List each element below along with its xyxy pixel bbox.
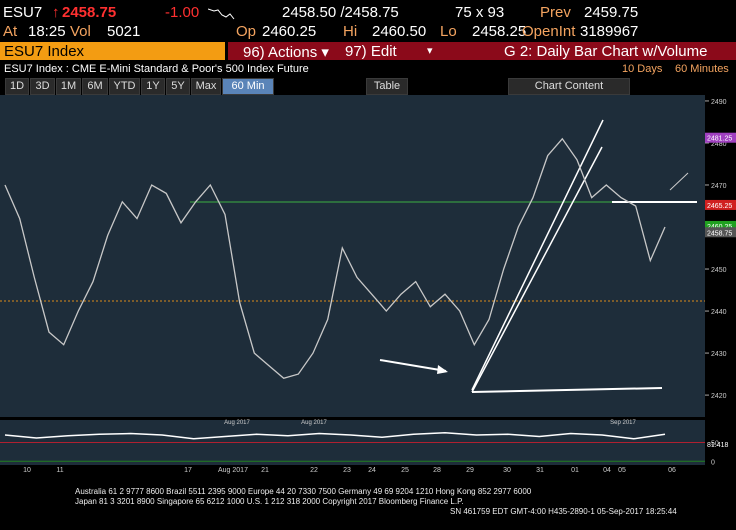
arrow-head xyxy=(437,365,448,374)
y-tick-label: 2420 xyxy=(711,393,727,400)
y-tick-label: 2480 xyxy=(711,141,727,148)
stat-label: At xyxy=(3,23,18,40)
base-line xyxy=(471,387,663,393)
prev: 2459.75 xyxy=(584,4,639,21)
stat-value: 2460.50 xyxy=(372,23,427,40)
change: -1.00 xyxy=(165,4,200,21)
x-tick-label: 23 xyxy=(343,467,351,474)
sparkline xyxy=(208,8,235,20)
price-panel xyxy=(0,95,705,417)
x-tick-label: 17 xyxy=(184,467,192,474)
x-tick-label: 28 xyxy=(433,467,441,474)
last-price: 2458.75 xyxy=(62,4,117,21)
y-tick-label: 2450 xyxy=(711,267,727,274)
x-tick-label: 22 xyxy=(310,467,318,474)
stat-label: Hi xyxy=(343,23,358,40)
stat-label: OpenInt xyxy=(522,23,576,40)
x-tick-label: Aug 2017 xyxy=(218,467,248,474)
price-tag-label: 2465.25 xyxy=(707,203,732,210)
chart-title: G 2: Daily Bar Chart w/Volume xyxy=(504,43,708,60)
x-tick-label: 24 xyxy=(368,467,376,474)
menu-bar xyxy=(228,42,736,60)
x-tick-label: 11 xyxy=(56,467,63,474)
price-line xyxy=(4,137,666,380)
stat-value: 2458.25 xyxy=(472,23,527,40)
size: 75 x 93 xyxy=(455,4,505,21)
price-tag-label: 2458.75 xyxy=(707,230,732,237)
y-tick-label: 2490 xyxy=(711,99,727,106)
oscillator-value: 81.418 xyxy=(707,442,729,449)
x-tick-label: 01 xyxy=(571,467,579,474)
y-tick-label: 0 xyxy=(711,459,715,466)
y-tick-label: 2430 xyxy=(711,351,727,358)
description: ESU7 Index : CME E-Mini Standard & Poor'… xyxy=(4,63,309,75)
toolbar-button[interactable]: YTD xyxy=(109,78,140,95)
toolbar-button[interactable]: 5Y xyxy=(166,78,190,95)
x-tick-label: 21 xyxy=(261,467,269,474)
arrow xyxy=(379,359,447,372)
toolbar-button[interactable]: 3D xyxy=(30,78,55,95)
toolbar-button[interactable]: 1D xyxy=(5,78,29,95)
period: 10 Days xyxy=(622,63,663,75)
actions-menu[interactable]: 96) Actions ▾ xyxy=(243,44,329,61)
x-tick-label: 10 xyxy=(23,467,31,474)
edit-caret: ▾ xyxy=(427,45,433,57)
actions-text: 96) Actions xyxy=(243,44,318,61)
x-tick-label: 04 xyxy=(603,467,611,474)
toolbar-button[interactable]: Max xyxy=(191,78,221,95)
price-tag xyxy=(705,199,736,210)
x-tick-label: Sep 2017 xyxy=(610,420,636,426)
price-tag-label: 2481.25 xyxy=(707,136,732,143)
y-tick-label: 2470 xyxy=(711,183,727,190)
x-tick-label: 29 xyxy=(466,467,474,474)
prev-label: Prev xyxy=(540,4,571,21)
x-tick-label: 31 xyxy=(536,467,544,474)
trendline xyxy=(471,146,603,393)
y-tick-label: 2440 xyxy=(711,309,727,316)
x-tick-label: 05 xyxy=(618,467,626,474)
footer-line: Australia 61 2 9777 8600 Brazil 5511 239… xyxy=(75,487,532,496)
security: ESU7 Index xyxy=(4,43,85,60)
y-tick-label: 50 xyxy=(711,441,719,448)
footer-line: Japan 81 3 3201 8900 Singapore 65 6212 1… xyxy=(75,497,464,506)
toolbar-button[interactable]: 6M xyxy=(82,78,108,95)
ticker: ESU7 xyxy=(3,4,43,21)
stat-value: 3189967 xyxy=(580,23,639,40)
price-tag xyxy=(705,220,736,231)
x-tick-label: 30 xyxy=(503,467,511,474)
interval: 60 Minutes xyxy=(675,63,729,75)
security-bar[interactable] xyxy=(0,42,225,60)
chart: 242024302440245024602470248024902481.252… xyxy=(0,95,736,474)
x-tick-label: 25 xyxy=(401,467,409,474)
stat-label: Op xyxy=(236,23,257,40)
x-tick-label: 06 xyxy=(668,467,676,474)
stat-label: Lo xyxy=(440,23,457,40)
toolbar-button[interactable]: Table xyxy=(366,78,408,95)
arrow xyxy=(669,172,689,191)
x-tick-label: Aug 2017 xyxy=(301,420,327,426)
edit-menu[interactable]: 97) Edit xyxy=(345,43,397,60)
stat-value: 5021 xyxy=(107,23,141,40)
up-arrow: ↑ xyxy=(52,4,60,21)
stat-value: 2460.25 xyxy=(262,23,317,40)
toolbar-button[interactable]: Chart Content xyxy=(508,78,630,95)
price-tag xyxy=(705,132,736,143)
price-tag xyxy=(705,227,736,238)
bid-ask: 2458.50 /2458.75 xyxy=(282,4,399,21)
toolbar-button[interactable]: 60 Min xyxy=(222,78,274,95)
stat-label: Vol xyxy=(70,23,91,40)
x-tick-label: Aug 2017 xyxy=(224,420,250,426)
footer-line: SN 461759 EDT GMT-4:00 H435-2890-1 05-Se… xyxy=(450,507,677,516)
oscillator-line xyxy=(4,432,666,440)
toolbar-button[interactable]: 1Y xyxy=(141,78,165,95)
toolbar-button[interactable]: 1M xyxy=(56,78,81,95)
edit-text: 97) Edit xyxy=(345,43,397,60)
trendline xyxy=(471,119,604,391)
stat-value: 18:25 xyxy=(28,23,66,40)
